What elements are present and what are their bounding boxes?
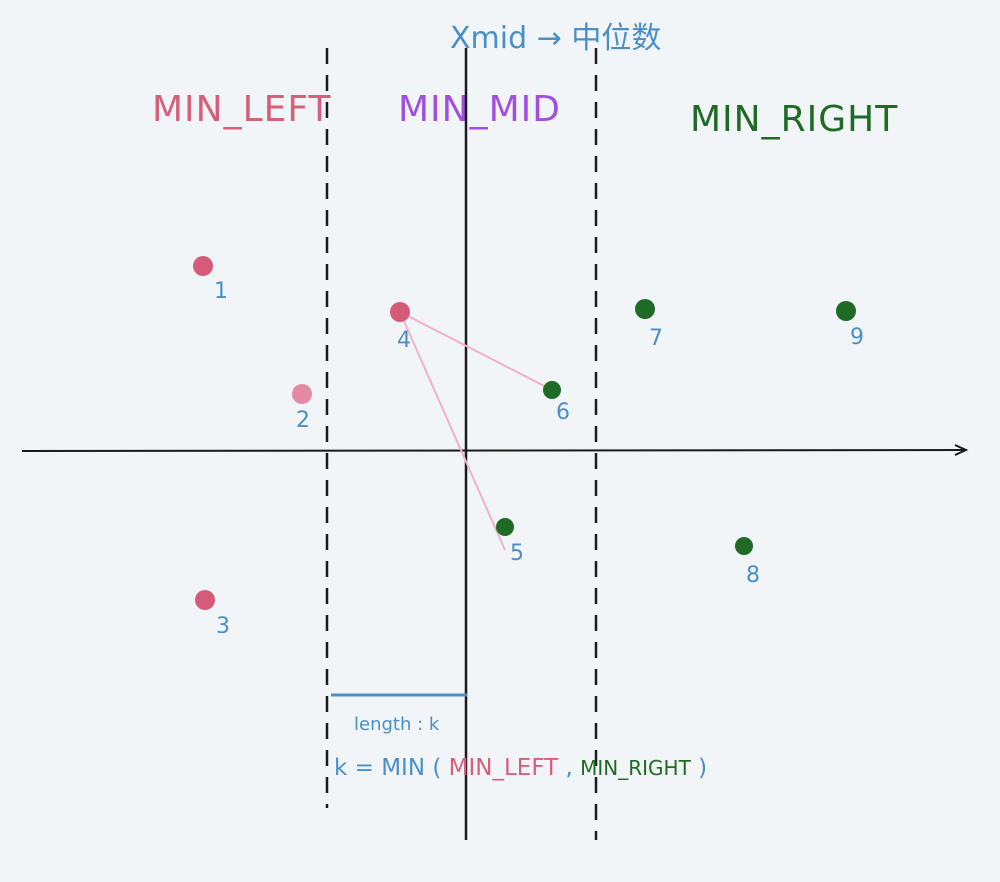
point-label-2: 2 [296, 408, 310, 433]
point-3 [195, 590, 215, 610]
region-label-min-right: MIN_RIGHT [690, 99, 898, 140]
length-k-label: length : k [354, 714, 440, 735]
x-axis-arrow-icon [954, 444, 969, 456]
formula: k = MIN ( MIN_LEFT , MIN_RIGHT ) [334, 755, 707, 781]
point-7 [635, 299, 655, 319]
x-axis [21, 449, 966, 452]
distance-line-4-5 [399, 311, 506, 551]
point-1 [193, 256, 213, 276]
point-label-4: 4 [397, 328, 411, 353]
point-6 [543, 381, 561, 399]
point-label-1: 1 [214, 279, 228, 304]
distance-line-4-6 [399, 311, 553, 391]
point-5 [496, 518, 514, 536]
formula-min-left: MIN_LEFT [449, 755, 560, 781]
region-label-min-left: MIN_LEFT [152, 89, 331, 130]
formula-min-right: MIN_RIGHT [580, 756, 691, 780]
formula-prefix: k = MIN ( [334, 755, 449, 781]
formula-suffix: ) [691, 755, 707, 781]
point-label-8: 8 [746, 563, 760, 588]
point-label-7: 7 [649, 326, 663, 351]
point-4 [390, 302, 410, 322]
region-label-min-mid: MIN_MID [398, 89, 561, 130]
point-9 [836, 301, 856, 321]
point-8 [735, 537, 753, 555]
point-label-5: 5 [510, 541, 524, 566]
point-2 [292, 384, 312, 404]
point-label-3: 3 [216, 614, 230, 639]
point-label-9: 9 [850, 325, 864, 350]
formula-sep: , [558, 755, 580, 781]
point-label-6: 6 [556, 400, 570, 425]
title-xmid-median: Xmid → 中位数 [450, 21, 661, 56]
